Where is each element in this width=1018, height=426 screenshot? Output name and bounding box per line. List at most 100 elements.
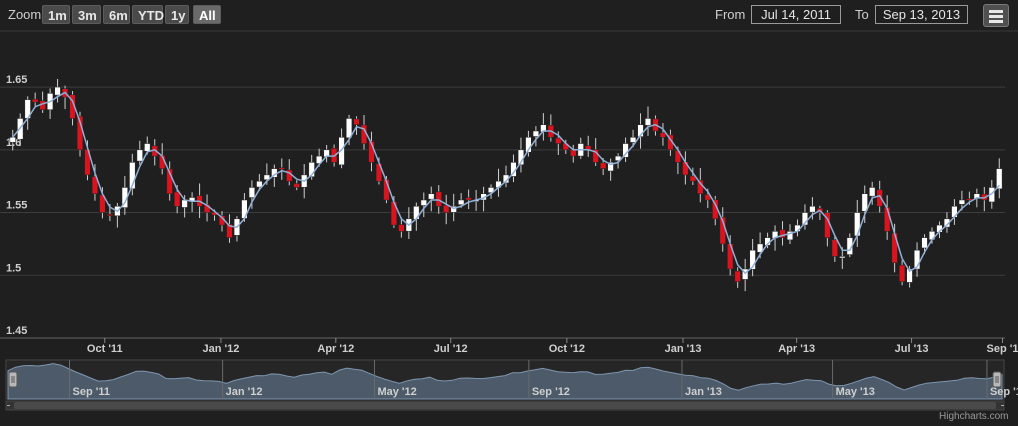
candle bbox=[278, 167, 285, 170]
candle bbox=[913, 249, 921, 270]
candle bbox=[555, 137, 562, 144]
candle bbox=[831, 239, 838, 257]
candle bbox=[779, 229, 786, 238]
candle bbox=[345, 118, 353, 139]
navigator-tick-label: Sep '1 bbox=[990, 386, 1018, 398]
zoom-1y-button[interactable]: 1y bbox=[165, 5, 189, 24]
candle bbox=[921, 237, 928, 249]
moving-average-line bbox=[12, 91, 1000, 275]
navigator-tick-label: Jan '13 bbox=[685, 386, 722, 398]
candle bbox=[682, 161, 689, 176]
navigator: Sep '11 Jan '12 May '12 Sep '12 Jan '13 May '… bbox=[5, 359, 1018, 411]
candle bbox=[248, 187, 255, 198]
credits-link[interactable]: Highcharts.com bbox=[939, 411, 1009, 422]
x-tick-label: Jan '13 bbox=[665, 343, 702, 355]
zoom-label: Zoom bbox=[8, 7, 42, 22]
x-tick-label: Jul '12 bbox=[434, 343, 468, 355]
to-date-input[interactable]: Sep 13, 2013 bbox=[875, 5, 968, 24]
candle bbox=[443, 205, 450, 213]
candle bbox=[420, 199, 427, 206]
candle bbox=[689, 175, 696, 182]
candle bbox=[458, 199, 465, 205]
x-axis: Oct '11 Jan '12 Apr '12 Jul '12 Oct '12 Jan '… bbox=[0, 337, 1018, 355]
candle bbox=[906, 268, 913, 283]
zoom-ytd-button[interactable]: YTD bbox=[132, 5, 164, 24]
candle bbox=[91, 176, 99, 194]
zoom-1m-button[interactable]: 1m bbox=[42, 5, 70, 24]
candle bbox=[607, 162, 614, 172]
navigator-tick-label: Sep '12 bbox=[532, 386, 570, 398]
candle bbox=[398, 224, 405, 232]
candle bbox=[966, 198, 973, 201]
candle bbox=[786, 231, 794, 241]
candle bbox=[869, 187, 876, 197]
scrollbar-thumb[interactable] bbox=[14, 402, 996, 409]
navigator-right-handle[interactable] bbox=[992, 371, 1002, 388]
navigator-tick-label: Jan '12 bbox=[226, 386, 263, 398]
to-label: To bbox=[855, 7, 869, 22]
candle bbox=[600, 162, 607, 169]
candle bbox=[958, 199, 965, 205]
x-tick-label: Oct '12 bbox=[549, 343, 585, 355]
candle bbox=[644, 118, 652, 126]
navigator-series bbox=[7, 363, 1003, 400]
navigator-tick-label: May '13 bbox=[836, 386, 875, 398]
candle bbox=[32, 98, 39, 103]
candle bbox=[263, 174, 270, 180]
export-menu-button[interactable] bbox=[983, 4, 1009, 27]
candle bbox=[734, 270, 741, 282]
candle bbox=[861, 193, 868, 212]
menu-icon bbox=[989, 10, 1003, 13]
candle bbox=[487, 187, 495, 193]
candle bbox=[465, 197, 472, 201]
candle bbox=[69, 94, 76, 119]
candle bbox=[428, 193, 435, 200]
candle bbox=[839, 256, 846, 259]
candle bbox=[174, 191, 181, 207]
x-tick-label: Jan '12 bbox=[202, 343, 239, 355]
candle bbox=[353, 118, 360, 125]
zoom-3m-button[interactable]: 3m bbox=[72, 5, 101, 24]
candle bbox=[891, 232, 898, 263]
y-tick-label: 1.65 bbox=[6, 74, 27, 86]
x-tick-label: Sep '1 bbox=[986, 343, 1018, 355]
candle bbox=[876, 189, 883, 207]
navigator-tick-label: May '12 bbox=[377, 386, 416, 398]
from-date-input[interactable]: Jul 14, 2011 bbox=[751, 5, 841, 24]
candle bbox=[629, 137, 637, 143]
x-tick-label: Oct '11 bbox=[87, 343, 123, 355]
candle bbox=[570, 149, 577, 157]
zoom-6m-button[interactable]: 6m bbox=[103, 5, 130, 24]
x-tick-label: Jul '13 bbox=[895, 343, 929, 355]
candle bbox=[54, 86, 61, 96]
y-axis: 1.451.51.551.61.65 bbox=[6, 74, 27, 337]
candle bbox=[338, 137, 345, 166]
candle bbox=[899, 264, 906, 282]
candle bbox=[659, 132, 667, 138]
candle bbox=[757, 243, 764, 253]
candle bbox=[809, 206, 816, 213]
navigator-tick-label: Sep '11 bbox=[72, 386, 109, 398]
candle bbox=[996, 168, 1003, 190]
candle bbox=[226, 223, 233, 238]
candle bbox=[749, 249, 756, 270]
y-tick-label: 1.45 bbox=[6, 325, 27, 337]
candle bbox=[854, 212, 861, 237]
candle bbox=[450, 206, 457, 213]
candle bbox=[129, 162, 136, 190]
zoom-all-button[interactable]: All bbox=[193, 5, 221, 24]
candle bbox=[637, 124, 644, 137]
candle bbox=[308, 162, 315, 177]
navigator-left-handle[interactable] bbox=[8, 371, 18, 388]
y-tick-label: 1.55 bbox=[6, 200, 27, 212]
candle bbox=[181, 199, 188, 208]
y-tick-label: 1.5 bbox=[6, 262, 21, 274]
candle bbox=[9, 137, 16, 143]
candle bbox=[435, 191, 442, 207]
candle bbox=[136, 149, 143, 162]
candle bbox=[144, 143, 151, 152]
candle bbox=[166, 168, 173, 194]
from-label: From bbox=[715, 7, 746, 22]
candle bbox=[532, 130, 539, 137]
